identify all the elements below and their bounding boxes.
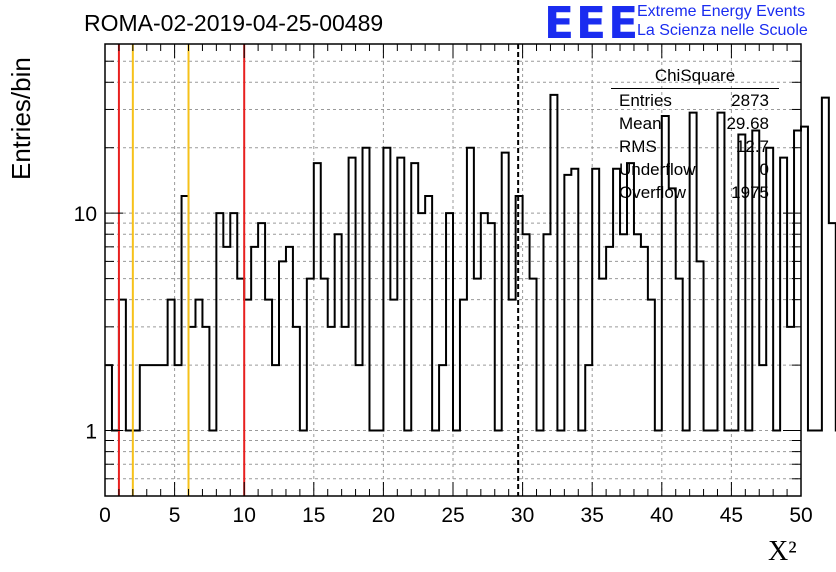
- y-axis-label: Entries/bin: [6, 57, 36, 180]
- stats-key: Entries: [619, 91, 672, 110]
- tick-labels: 0 5 10 15 20 25 30 35 40 45 50 1 10: [74, 203, 813, 527]
- stats-value: 2873: [731, 91, 769, 110]
- eee-logo: EEE Extreme Energy Events La Scienza nel…: [544, 0, 836, 49]
- histogram-steps: [105, 93, 836, 432]
- stats-value: 1975: [731, 183, 769, 202]
- stats-key: Mean: [619, 114, 662, 133]
- stats-value: 29.68: [726, 114, 769, 133]
- y-tick-label: 10: [74, 203, 97, 226]
- axis-ticks: [104, 44, 802, 496]
- histogram-series: [105, 93, 836, 432]
- chart-title: ROMA-02-2019-04-25-00489: [84, 10, 384, 36]
- x-tick-label: 5: [169, 504, 181, 527]
- x-tick-label: 40: [650, 504, 673, 527]
- stats-value: 0: [759, 160, 769, 179]
- logo-line-2: La Scienza nelle Scuole: [637, 22, 808, 39]
- stats-row-overflow: Overflow 1975: [611, 181, 779, 204]
- x-axis-label: X²: [768, 536, 797, 568]
- x-tick-label: 30: [511, 504, 534, 527]
- stats-row-mean: Mean 29.68: [611, 112, 779, 135]
- stats-key: Underflow: [619, 160, 696, 179]
- stats-key: Overflow: [619, 183, 687, 202]
- stats-value: 12.7: [735, 137, 769, 156]
- x-tick-label: 20: [372, 504, 395, 527]
- x-tick-label: 50: [789, 504, 812, 527]
- stats-key: RMS: [619, 137, 657, 156]
- x-tick-label: 25: [441, 504, 464, 527]
- x-tick-label: 45: [720, 504, 743, 527]
- stats-title: ChiSquare: [611, 66, 779, 89]
- x-tick-label: 35: [581, 504, 604, 527]
- logo-line-1: Extreme Energy Events: [637, 3, 806, 20]
- stats-row-rms: RMS 12.7: [611, 135, 779, 158]
- y-tick-label: 1: [85, 421, 97, 444]
- x-tick-label: 0: [99, 504, 111, 527]
- stats-row-underflow: Underflow 0: [611, 158, 779, 181]
- x-tick-label: 10: [233, 504, 256, 527]
- stats-row-entries: Entries 2873: [611, 89, 779, 112]
- stats-box: ChiSquare Entries 2873 Mean 29.68 RMS 12.7 …: [611, 66, 779, 204]
- marker-lines: [117, 44, 520, 496]
- x-axis-label-text: X²: [768, 536, 797, 567]
- logo-mark: EEE: [544, 0, 641, 49]
- x-tick-label: 15: [302, 504, 325, 527]
